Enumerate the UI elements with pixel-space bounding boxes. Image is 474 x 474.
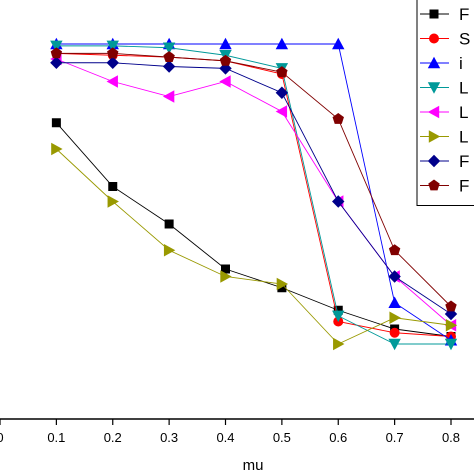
x-tick-label: 0 [0,430,4,445]
data-point [275,86,289,99]
series-line [56,52,452,307]
x-axis-title: mu [243,457,264,474]
legend-label: F [459,152,469,171]
legend-label: L [459,128,468,147]
data-point [106,75,118,88]
data-point [221,264,230,274]
data-point [163,244,176,257]
series-line [56,122,452,337]
series-line [56,43,452,341]
series-line [56,58,452,326]
legend-marker [427,82,441,94]
x-tick-label: 0.3 [160,430,178,445]
data-point [162,90,175,103]
legend-label: F [459,177,469,196]
data-point [389,311,401,324]
data-point [277,283,287,293]
data-point [163,51,175,62]
series-5 [50,52,457,332]
data-point [444,338,458,351]
data-point [332,195,345,208]
data-point [219,62,232,75]
x-tick-label: 0.7 [386,430,404,445]
series-6 [51,142,458,351]
legend-marker [429,9,439,19]
data-point [332,37,345,50]
legend-box [416,0,474,206]
legend-label: F [459,5,469,24]
legend-marker [429,33,439,44]
series-4 [50,40,458,351]
data-point [445,300,457,312]
data-point [333,337,345,351]
data-point [51,142,63,156]
x-tick-label: 0.8 [442,430,460,445]
data-point [162,42,176,54]
data-point [50,56,63,69]
data-point [219,75,231,88]
data-point [219,37,232,50]
legend-marker [428,130,441,143]
data-point [275,105,288,118]
data-point [106,40,119,53]
series-line [56,45,451,345]
data-point [388,244,401,256]
data-point [276,277,289,291]
legend-label: L [459,79,468,98]
data-point [332,113,344,124]
data-point [107,195,119,208]
data-point [445,319,458,332]
legend-label: L [459,103,468,122]
legend-label: i [459,54,463,73]
data-point [332,310,345,323]
legend-marker [427,154,441,168]
data-point [162,60,176,73]
series-layer [50,37,458,351]
data-point [275,37,289,50]
data-point [219,54,232,66]
legend-label: S [459,30,470,49]
data-point [220,270,232,283]
axes: 0 0.1 0.2 0.3 0.4 0.5 0.6 0.7 0.8 [0,418,474,445]
x-tick-label: 0.5 [273,430,291,445]
x-tick-label: 0.1 [47,430,65,445]
series-8 [50,47,457,312]
data-point [164,219,174,229]
x-tick-label: 0.2 [104,430,122,445]
legend-marker [427,56,441,69]
x-tick-label: 0.4 [216,430,234,445]
series-2 [51,48,456,342]
legend-marker [427,105,440,119]
data-point [108,182,118,191]
data-point [389,327,400,338]
data-point [388,270,401,283]
data-point [106,56,119,69]
series-line [56,52,452,337]
x-tick-label: 0.6 [329,430,347,445]
legend-marker [428,179,440,191]
series-line [56,62,452,315]
data-point [51,118,61,128]
data-point [388,296,401,308]
data-point [276,66,288,77]
data-point [388,338,401,351]
data-point [50,47,63,59]
data-point [333,305,343,315]
data-point [107,47,119,59]
series-line [56,148,452,345]
data-point [50,40,63,53]
